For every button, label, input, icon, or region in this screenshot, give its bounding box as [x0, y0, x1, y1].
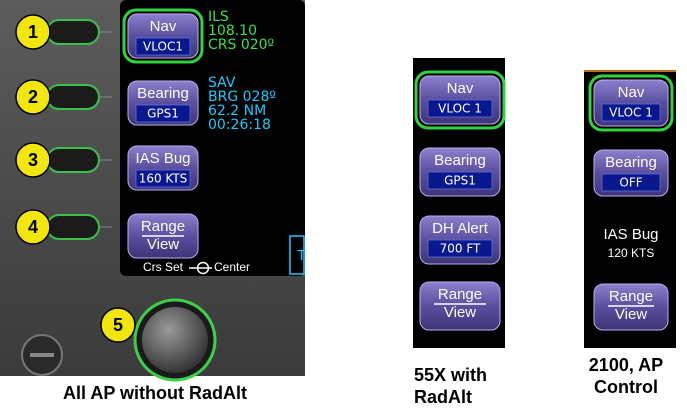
- callout-number: 2: [28, 87, 38, 107]
- button-label: Range: [141, 218, 185, 235]
- button-value: View: [147, 236, 179, 253]
- bearing-info: 00:26:18: [208, 117, 271, 133]
- nav-info: CRS 020º: [208, 37, 274, 53]
- ias-value: 120 KTS: [608, 246, 655, 260]
- button-label: Bearing: [605, 154, 657, 171]
- button-value: VLOC1: [143, 40, 183, 54]
- caption: All AP without RadAlt: [63, 383, 247, 403]
- ias-label: IAS Bug: [603, 226, 658, 243]
- button-label: Range: [438, 286, 482, 303]
- button-value: 160 KTS: [139, 172, 188, 186]
- button-label: Range: [609, 288, 653, 305]
- figure: NavVLOC1BearingGPS1IAS Bug160 KTSRangeVi…: [0, 0, 687, 414]
- caption: Control: [594, 377, 658, 397]
- button-label: Nav: [447, 80, 474, 97]
- button-label: Nav: [618, 84, 645, 101]
- hardware-button[interactable]: [47, 148, 99, 172]
- button-label: Bearing: [434, 152, 486, 169]
- button-label: IAS Bug: [135, 150, 190, 167]
- button-value: OFF: [619, 176, 642, 190]
- caption: 2100, AP: [589, 355, 663, 375]
- button-value: GPS1: [444, 174, 476, 188]
- hardware-button[interactable]: [47, 85, 99, 109]
- button-value: 700 FT: [440, 242, 481, 256]
- hardware-button[interactable]: [47, 20, 99, 44]
- button-value: VLOC 1: [609, 106, 653, 120]
- caption: 55X with: [414, 365, 487, 385]
- hardware-button[interactable]: [47, 215, 99, 239]
- knob: [142, 307, 208, 373]
- button-value: VLOC 1: [438, 102, 482, 116]
- knob-label: Center: [214, 260, 250, 274]
- knob-label: Crs Set: [143, 260, 184, 274]
- button-value: View: [444, 304, 476, 321]
- button-label: Nav: [150, 18, 177, 35]
- button-value: GPS1: [147, 107, 179, 121]
- caption: RadAlt: [414, 387, 472, 407]
- callout-number: 5: [113, 315, 123, 335]
- callout-number: 3: [28, 150, 38, 170]
- edge-text: T: [297, 247, 306, 264]
- callout-number: 1: [28, 22, 38, 42]
- button-value: View: [615, 306, 647, 323]
- button-label: Bearing: [137, 85, 189, 102]
- button-label: DH Alert: [432, 220, 489, 237]
- callout-number: 4: [28, 217, 38, 237]
